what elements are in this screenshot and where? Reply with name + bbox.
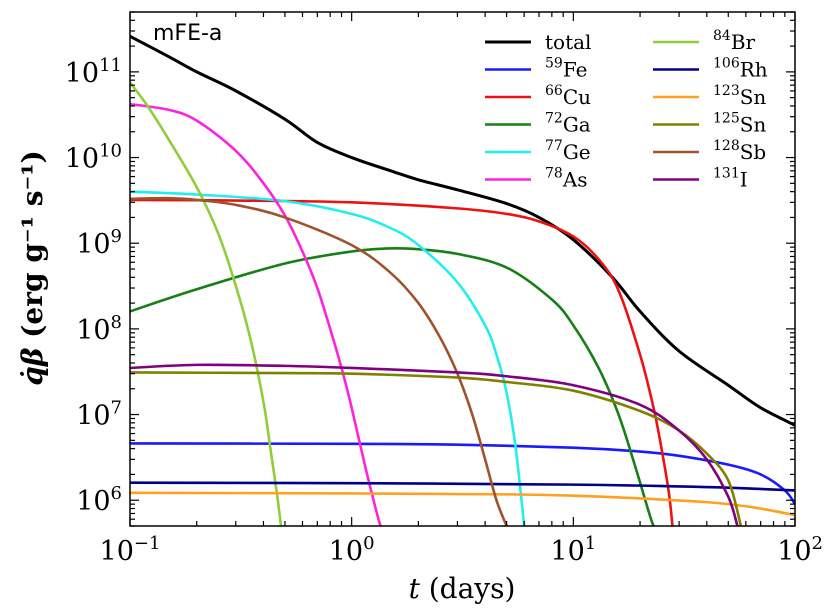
legend-label-128sb: 128Sb [713,138,766,164]
x-axis-label: t (days) [409,572,516,605]
tick-labels: 10−1 100 101 102 106 107 108 109 1010 1011 [65,55,823,567]
legend-label-72ga: 72Ga [545,111,591,137]
legend-label-123sn: 123Sn [713,83,766,109]
legend-label-77ge: 77Ge [545,138,591,164]
series-layer [130,34,795,526]
series-line-84br [130,81,283,526]
series-line-128sb [130,196,508,526]
legend-label-78as: 78As [545,166,588,192]
legend-label-131i: 131I [713,166,748,192]
legend-label-59fe: 59Fe [545,56,587,82]
legend-label-66cu: 66Cu [545,83,591,109]
y-tick-label: 106 [76,483,122,517]
series-line-106rh [130,481,795,492]
y-axis-label-text: q̇β (erg g⁻¹ s⁻¹) [16,150,49,385]
y-tick-label: 1011 [65,55,122,89]
series-line-131i [130,363,739,526]
panel-label: mFE-a [153,21,222,46]
x-tick-label: 102 [777,533,823,567]
x-tick-label: 100 [329,533,375,567]
series-line-66cu [130,198,674,526]
y-tick-label: 1010 [65,141,122,175]
series-line-72ga [130,246,655,526]
x-tick-label: 10−1 [100,533,161,567]
legend-label-125sn: 125Sn [713,111,766,137]
series-line-77ge [130,190,526,526]
y-tick-label: 109 [76,226,122,260]
y-axis-label: q̇β (erg g⁻¹ s⁻¹) [16,150,49,385]
legend-label-84br: 84Br [713,28,756,54]
series-line-78as [130,102,382,526]
series-line-total [130,34,795,427]
x-tick-label: 101 [550,533,596,567]
legend-label-total: total [545,30,591,54]
legend-label-106rh: 106Rh [713,56,768,82]
series-line-123sn [130,491,795,517]
ticks-layer [129,11,796,527]
legend: total59Fe66Cu72Ga77Ge78As84Br106Rh123Sn1… [485,28,768,192]
y-tick-label: 108 [76,312,122,346]
x-axis-label-text: t (days) [409,572,516,605]
series-line-125sn [130,371,743,526]
y-tick-label: 107 [76,398,122,432]
series-line-59fe [130,442,795,506]
